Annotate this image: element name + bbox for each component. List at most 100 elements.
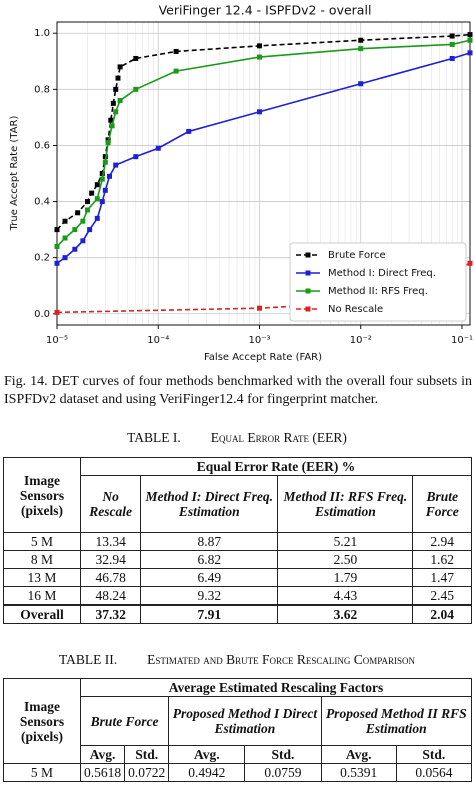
data-point <box>155 145 161 151</box>
data-point <box>173 48 179 54</box>
column-header: Method II: RFS Freq. Estimation <box>277 475 414 533</box>
y-tick-label: 0.4 <box>34 197 50 208</box>
data-point <box>467 37 473 43</box>
table-cell: 2.04 <box>412 604 472 624</box>
table-name: Equal Error Rate (EER) <box>210 430 347 445</box>
subcolumn-header: Avg. <box>168 745 246 764</box>
legend-marker <box>305 270 311 276</box>
data-point <box>467 32 473 38</box>
chart: VeriFinger 12.4 - ISPFDv2 - overall Fals… <box>9 3 473 364</box>
y-tick-label: 0.2 <box>34 253 50 264</box>
data-point <box>89 190 95 196</box>
table-cell: 16 M <box>3 586 81 606</box>
table-cell: 13 M <box>3 568 81 587</box>
table-cell: 2.50 <box>277 550 414 569</box>
corner-header: Image Sensors (pixels) <box>3 678 81 764</box>
data-point <box>117 98 123 104</box>
data-point <box>87 227 93 233</box>
table-row: 16 M 48.24 9.32 4.43 2.45 <box>3 586 472 606</box>
table-cell: 2.45 <box>412 586 472 606</box>
group-header: Equal Error Rate (EER) % <box>80 457 472 476</box>
table-cell: 1.79 <box>277 568 414 587</box>
chart-title: VeriFinger 12.4 - ISPFDv2 - overall <box>159 3 372 18</box>
table-row: 5 M 13.34 8.87 5.21 2.94 <box>3 532 472 551</box>
legend-label: Brute Force <box>328 250 386 261</box>
data-point <box>84 207 90 213</box>
x-tick-label: 10⁻⁴ <box>147 335 169 346</box>
y-tick-label: 1.0 <box>34 28 50 39</box>
figure-caption: Fig. 14. DET curves of four methods benc… <box>4 374 472 407</box>
data-point <box>72 227 78 233</box>
data-point <box>256 43 262 49</box>
table-cell: 0.0722 <box>124 763 170 782</box>
table-cell: 3.62 <box>277 604 414 624</box>
data-point <box>115 75 121 81</box>
data-point <box>105 140 111 146</box>
table-cell: 8 M <box>3 550 81 569</box>
data-point <box>358 81 364 87</box>
data-point <box>102 154 108 160</box>
data-point <box>256 109 262 115</box>
table: Image Sensors (pixels) Average Estimated … <box>3 678 473 782</box>
table-cell: 1.47 <box>412 568 472 587</box>
table-title: TABLE II. Estimated and Brute Force Resca… <box>0 652 474 668</box>
plot-frame <box>56 21 471 326</box>
data-point <box>80 218 86 224</box>
legend-box <box>289 242 467 322</box>
data-point <box>99 171 105 176</box>
data-point <box>186 128 192 134</box>
data-point <box>106 173 112 179</box>
subcolumn-header: Avg. <box>320 745 397 764</box>
data-point <box>113 86 119 92</box>
column-header: Brute Force <box>412 475 472 533</box>
table-row: 5 M 0.5618 0.0722 0.4942 0.0759 0.5391 0.0564 <box>3 763 473 782</box>
x-tick-label: 10⁻⁵ <box>46 335 68 346</box>
table-label: TABLE I. <box>127 430 181 445</box>
data-point <box>54 309 60 315</box>
table-cell: 0.0564 <box>395 763 473 782</box>
series-line <box>56 52 471 264</box>
data-point <box>449 55 455 61</box>
column-header: Proposed Method II RFS Estimation <box>320 696 473 746</box>
data-point <box>94 196 100 202</box>
data-point <box>54 260 60 266</box>
legend-marker <box>305 306 311 312</box>
legend-label: Method I: Direct Freq. <box>328 268 436 279</box>
table-row: 13 M 46.78 6.49 1.79 1.47 <box>3 568 472 587</box>
table-cell: 46.78 <box>79 568 142 587</box>
table-cell: 1.62 <box>412 550 472 569</box>
data-point <box>99 199 105 205</box>
y-axis-label: True Accept Rate (TAR) <box>9 116 20 232</box>
data-point <box>99 176 105 182</box>
table-cell: 0.5618 <box>79 763 126 782</box>
table-cell: 2.94 <box>412 532 472 551</box>
legend-marker <box>305 252 311 258</box>
group-header: Average Estimated Rescaling Factors <box>80 678 472 697</box>
subcolumn-header: Std. <box>124 745 170 764</box>
column-header: Method I: Direct Freq. Estimation <box>140 475 279 533</box>
data-point <box>62 255 68 261</box>
table-cell: 0.5391 <box>320 763 397 782</box>
y-tick-label: 0.0 <box>34 309 50 320</box>
data-point <box>75 210 81 216</box>
data-point <box>449 41 455 47</box>
data-point <box>84 199 90 205</box>
data-point <box>133 154 139 160</box>
data-point <box>113 109 119 115</box>
table-cell: 37.32 <box>79 604 142 624</box>
legend-label: No Rescale <box>328 304 383 315</box>
table-cell: 48.24 <box>79 586 142 606</box>
data-point <box>54 243 60 249</box>
data-point <box>117 64 123 70</box>
table-title: TABLE I. Equal Error Rate (EER) <box>0 430 474 446</box>
table-cell: 6.49 <box>140 568 279 587</box>
y-tick-label: 0.8 <box>34 84 50 95</box>
table-cell: 6.82 <box>140 550 279 569</box>
data-point <box>62 218 68 224</box>
data-point <box>62 235 68 241</box>
table-cell: 0.0759 <box>244 763 322 782</box>
table-cell: 8.87 <box>140 532 279 551</box>
x-axis-label: False Accept Rate (FAR) <box>204 352 322 363</box>
table-cell: 5.21 <box>277 532 414 551</box>
data-point <box>449 33 455 39</box>
